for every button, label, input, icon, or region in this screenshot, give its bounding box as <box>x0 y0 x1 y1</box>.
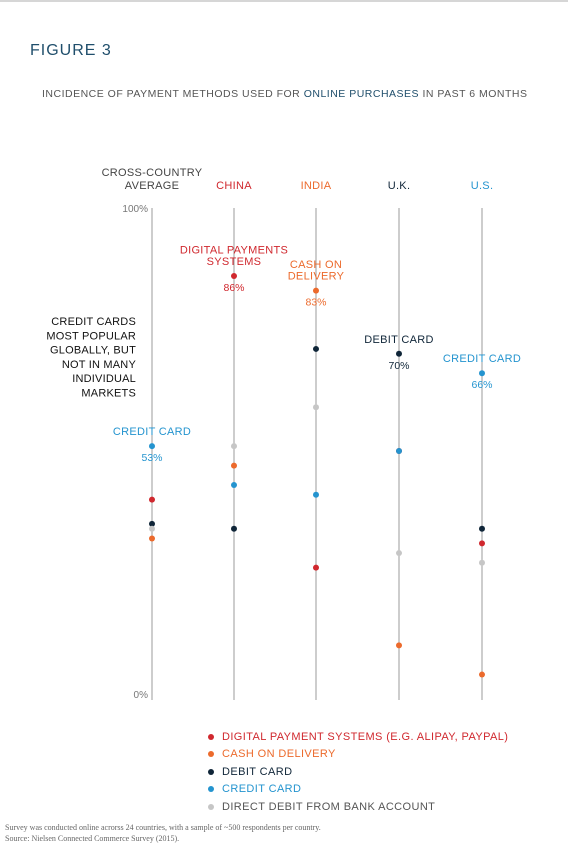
callout-text: MOST POPULAR <box>46 330 136 342</box>
legend-item-bank: DIRECT DEBIT FROM BANK ACCOUNT <box>208 798 508 816</box>
category-label-0: AVERAGE <box>125 180 179 192</box>
data-point-cash-4 <box>479 671 485 678</box>
data-point-credit-2 <box>313 491 319 498</box>
annotation-label-1: SYSTEMS <box>207 256 262 268</box>
subtitle-pre: INCIDENCE OF PAYMENT METHODS USED FOR <box>42 88 304 100</box>
data-point-bank-0 <box>149 525 155 532</box>
annotation-label-2: DELIVERY <box>288 271 345 283</box>
figure-label: FIGURE 3 <box>30 42 112 59</box>
callout-text: CREDIT CARDS <box>51 316 136 328</box>
annotation-value-3: 70% <box>388 360 409 372</box>
annotation-value-1: 86% <box>223 282 244 294</box>
callout-text: GLOBALLY, BUT <box>50 345 136 357</box>
category-label-1: CHINA <box>216 180 252 192</box>
footer-source: Source: Nielsen Connected Commerce Surve… <box>5 833 180 843</box>
legend-label-cash: CASH ON DELIVERY <box>222 748 336 761</box>
callout-text: NOT IN MANY <box>62 359 137 371</box>
annotation-label-4: CREDIT CARD <box>443 353 521 365</box>
data-point-credit-4 <box>479 370 485 377</box>
legend-label-bank: DIRECT DEBIT FROM BANK ACCOUNT <box>222 800 436 813</box>
data-point-cash-3 <box>396 642 402 649</box>
annotation-label-0: CREDIT CARD <box>113 426 191 438</box>
annotation-value-0: 53% <box>141 452 162 464</box>
data-point-debit-3 <box>396 350 402 357</box>
category-label-3: U.K. <box>388 180 411 192</box>
data-point-bank-3 <box>396 550 402 557</box>
legend-marker-cash <box>208 751 214 758</box>
legend-label-debit: DEBIT CARD <box>222 765 293 778</box>
data-point-digital-0 <box>149 496 155 503</box>
legend-item-digital: DIGITAL PAYMENT SYSTEMS (E.G. ALIPAY, PA… <box>208 728 508 746</box>
footer-notes: Survey was conducted online acrorss 24 c… <box>5 823 321 844</box>
annotation-value-4: 66% <box>471 379 492 391</box>
data-point-debit-4 <box>479 525 485 532</box>
annotation-label-1: DIGITAL PAYMENTS <box>180 245 288 257</box>
data-point-debit-2 <box>313 345 319 352</box>
category-label-4: U.S. <box>471 180 494 192</box>
annotation-label-2: CASH ON <box>290 259 342 271</box>
data-point-bank-4 <box>479 559 485 566</box>
legend-marker-credit <box>208 786 214 793</box>
tick-label-100: 100% <box>122 204 148 215</box>
subtitle-highlight: ONLINE PURCHASES <box>303 88 420 100</box>
legend-item-cash: CASH ON DELIVERY <box>208 746 508 764</box>
legend-item-debit: DEBIT CARD <box>208 763 508 781</box>
annotation-value-2: 83% <box>305 297 326 309</box>
data-point-credit-1 <box>231 482 237 489</box>
chart-legend: DIGITAL PAYMENT SYSTEMS (E.G. ALIPAY, PA… <box>208 728 508 816</box>
data-point-digital-4 <box>479 540 485 547</box>
data-point-bank-1 <box>231 443 237 450</box>
legend-item-credit: CREDIT CARD <box>208 781 508 799</box>
category-label-0: CROSS-COUNTRY <box>102 167 203 179</box>
data-point-credit-3 <box>396 448 402 454</box>
legend-marker-digital <box>208 733 214 740</box>
data-point-bank-2 <box>313 404 319 411</box>
footer-survey-note: Survey was conducted online acrorss 24 c… <box>5 823 321 832</box>
callout-text: MARKETS <box>81 388 136 400</box>
chart-subtitle: INCIDENCE OF PAYMENT METHODS USED FOR ON… <box>42 88 528 100</box>
data-point-cash-1 <box>231 462 237 469</box>
legend-marker-debit <box>208 768 214 775</box>
tick-label-0: 0% <box>134 690 149 701</box>
data-point-debit-0 <box>149 520 155 527</box>
data-point-cash-2 <box>313 287 319 294</box>
data-point-digital-1 <box>231 273 237 280</box>
category-label-2: INDIA <box>301 180 332 192</box>
data-point-debit-1 <box>231 525 237 532</box>
top-divider <box>0 0 568 2</box>
data-point-cash-0 <box>149 535 155 542</box>
data-point-credit-0 <box>149 443 155 450</box>
callout-text: INDIVIDUAL <box>72 373 136 385</box>
annotation-label-3: DEBIT CARD <box>364 334 433 346</box>
legend-marker-bank <box>208 803 214 810</box>
legend-label-credit: CREDIT CARD <box>222 783 302 796</box>
legend-label-digital: DIGITAL PAYMENT SYSTEMS (E.G. ALIPAY, PA… <box>222 730 509 743</box>
data-point-digital-2 <box>313 564 319 571</box>
subtitle-post: IN PAST 6 MONTHS <box>419 88 528 100</box>
